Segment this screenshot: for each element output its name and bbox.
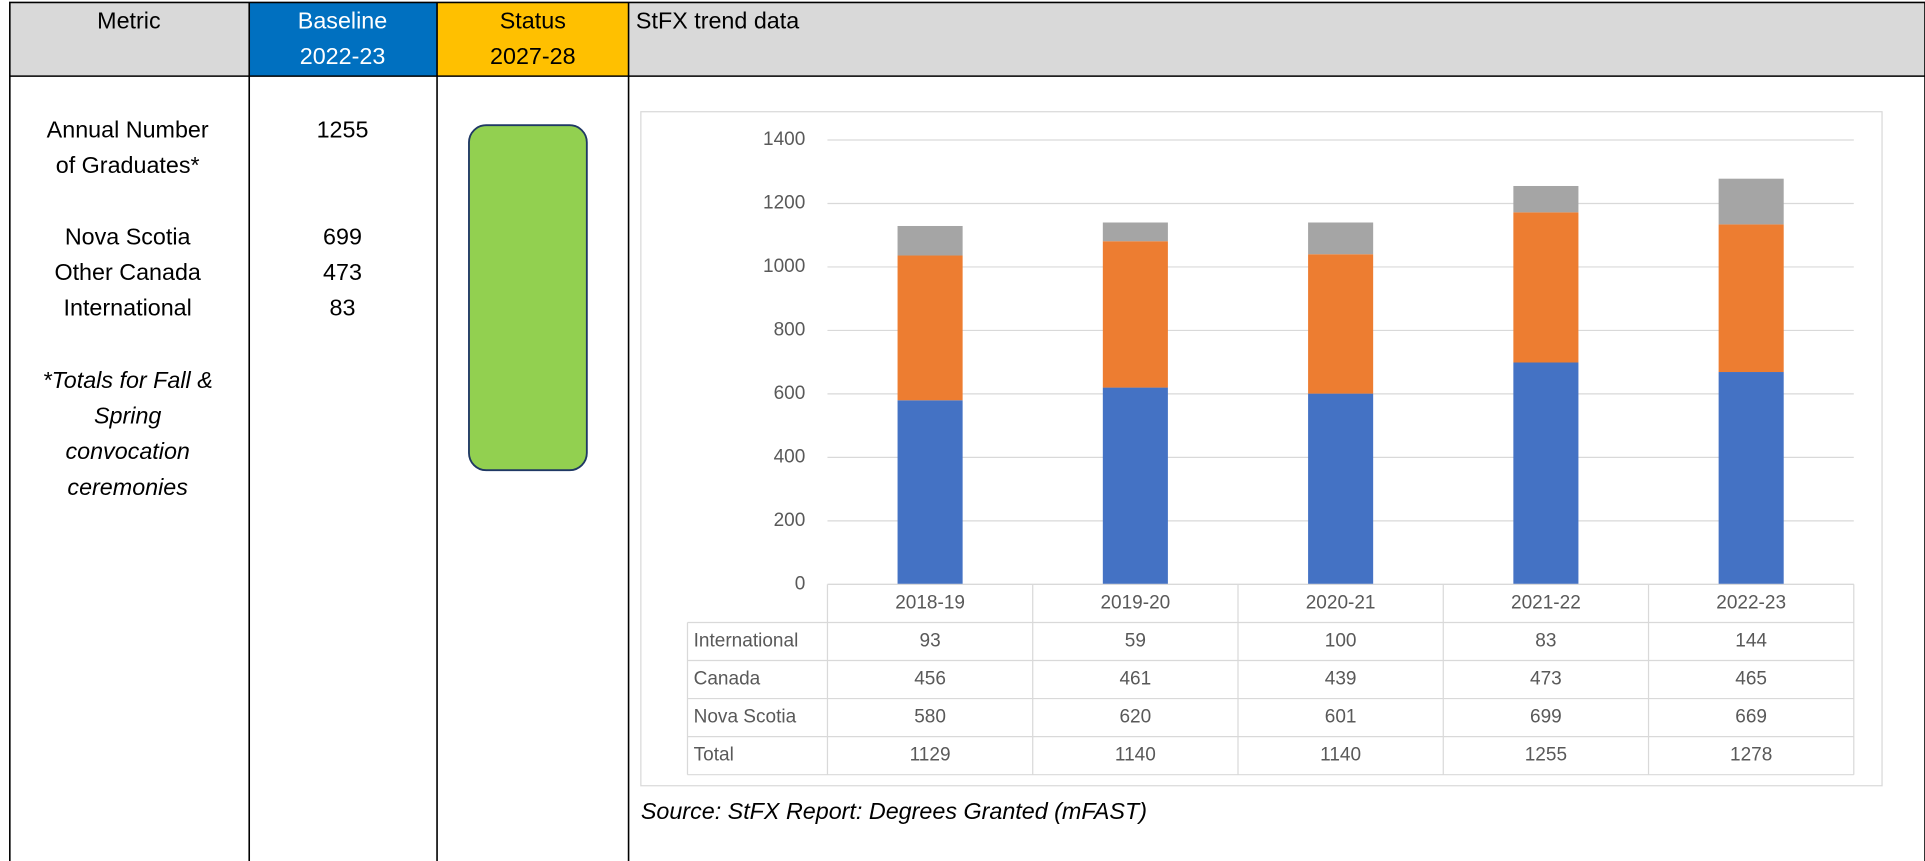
data-label: 699 [1530, 707, 1562, 728]
header-text: 2022-23 [300, 43, 386, 69]
bar-segment [1513, 212, 1579, 363]
baseline-value: 1255 [317, 117, 369, 143]
y-tick-label: 200 [774, 510, 806, 531]
y-tick-label: 600 [774, 383, 806, 404]
metric-breakdown: Other Canada [54, 259, 200, 285]
data-label: 461 [1119, 669, 1151, 690]
metric-note: Spring [94, 403, 161, 429]
x-tick-label: 2021-22 [1511, 592, 1581, 613]
metric-note: *Totals for Fall & [43, 367, 213, 393]
table-border [9, 1, 1925, 861]
bar-segment [1308, 393, 1374, 585]
layout: Metric Baseline 2022-23 Status 2027-28 S… [9, 1, 1925, 861]
chart-frame [640, 111, 1883, 787]
x-tick-label: 2018-19 [895, 592, 965, 613]
legend-entry: International [694, 631, 799, 652]
bar-segment [1102, 387, 1168, 585]
y-tick-label: 800 [774, 319, 806, 340]
bar-segment [897, 225, 963, 256]
header-cell [249, 2, 438, 77]
bar-segment [1718, 178, 1784, 225]
legend-entry: Nova Scotia [694, 707, 797, 728]
data-label: 144 [1735, 631, 1767, 652]
x-tick-label: 2019-20 [1100, 592, 1170, 613]
metric-name: Annual Number [47, 117, 209, 143]
legend-entry: Canada [694, 669, 761, 690]
table-row-label: Total [694, 745, 734, 766]
y-tick-label: 1200 [763, 192, 805, 213]
data-label: 93 [920, 631, 941, 652]
header-cell [437, 2, 629, 77]
bar-segment [1718, 224, 1784, 373]
data-label: 669 [1735, 707, 1767, 728]
header-cell [628, 2, 1925, 77]
data-label: 620 [1119, 707, 1151, 728]
baseline-value: 473 [323, 259, 362, 285]
bar-segment [1308, 222, 1374, 255]
data-label: 100 [1325, 631, 1357, 652]
bar-segment [1513, 185, 1579, 213]
bar-segment [897, 255, 963, 401]
total-label: 1278 [1730, 745, 1772, 766]
y-tick-label: 400 [774, 446, 806, 467]
metric-name: of Graduates* [56, 152, 200, 178]
data-label: 465 [1735, 669, 1767, 690]
bar-segment [1102, 222, 1168, 242]
header-text: 2027-28 [490, 43, 576, 69]
header-cell [9, 2, 250, 77]
x-tick-label: 2020-21 [1306, 592, 1376, 613]
header-text: Status [500, 7, 566, 33]
data-label: 580 [914, 707, 946, 728]
status-indicator [468, 124, 588, 472]
baseline-value: 699 [323, 223, 362, 249]
data-label: 83 [1535, 631, 1556, 652]
header-text: StFX trend data [636, 7, 799, 33]
data-label: 601 [1325, 707, 1357, 728]
metric-note: convocation [65, 438, 189, 464]
baseline-value: 83 [330, 295, 356, 321]
data-label: 456 [914, 669, 946, 690]
header-text: Metric [97, 7, 161, 33]
y-tick-label: 1000 [763, 256, 805, 277]
total-label: 1140 [1115, 745, 1156, 766]
source-note: Source: StFX Report: Degrees Granted (mF… [641, 798, 1147, 824]
metric-breakdown: Nova Scotia [65, 223, 191, 249]
total-label: 1129 [910, 745, 951, 766]
total-label: 1140 [1320, 745, 1361, 766]
y-tick-label: 0 [795, 573, 806, 594]
bar-segment [1718, 372, 1784, 585]
bar-segment [1513, 362, 1579, 585]
header-text: Baseline [298, 7, 387, 33]
bar-segment [1308, 254, 1374, 394]
data-label: 439 [1325, 669, 1357, 690]
y-tick-label: 1400 [763, 129, 805, 150]
x-tick-label: 2022-23 [1716, 592, 1786, 613]
total-label: 1255 [1525, 745, 1567, 766]
bar-segment [1102, 241, 1168, 388]
bar-segment [897, 400, 963, 585]
metric-breakdown: International [64, 295, 192, 321]
data-label: 473 [1530, 669, 1562, 690]
data-label: 59 [1125, 631, 1146, 652]
metric-note: ceremonies [67, 474, 188, 500]
